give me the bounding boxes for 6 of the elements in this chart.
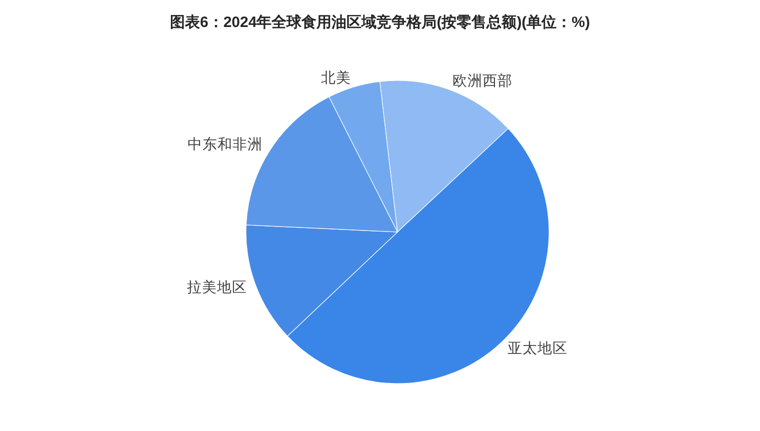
chart-title: 图表6：2024年全球食用油区域竞争格局(按零售总额)(单位：%) bbox=[170, 12, 590, 31]
slice-label: 欧洲西部 bbox=[452, 72, 513, 90]
slice-label: 拉美地区 bbox=[187, 278, 248, 296]
slice-label: 亚太地区 bbox=[507, 340, 568, 357]
slice-label: 北美 bbox=[321, 69, 352, 86]
slice-label: 中东和非洲 bbox=[188, 136, 263, 153]
